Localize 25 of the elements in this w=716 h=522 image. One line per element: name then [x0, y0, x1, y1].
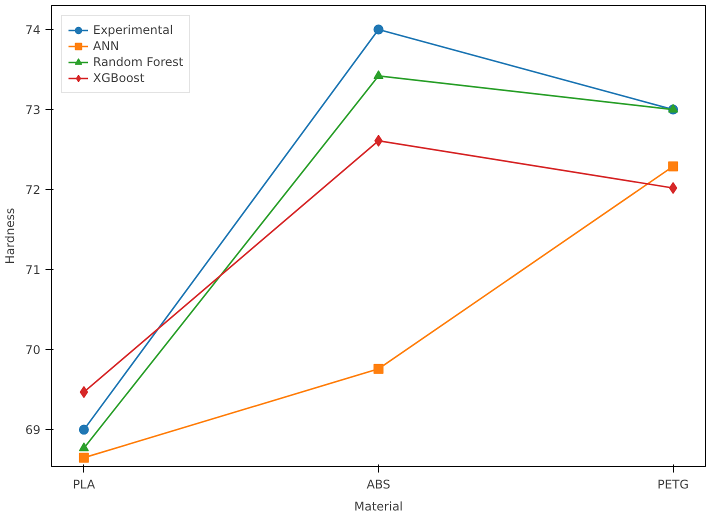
y-tick-label: 73 — [25, 103, 41, 118]
point — [78, 424, 89, 435]
x-tick-label: ABS — [366, 478, 390, 492]
legend-label: Experimental — [93, 22, 174, 38]
x-tick-label: PETG — [657, 478, 689, 492]
y-tick-label: 74 — [25, 23, 41, 38]
y-tick-label: 72 — [25, 183, 41, 198]
point — [668, 161, 678, 172]
point — [374, 24, 384, 34]
point — [374, 70, 384, 80]
legend-label: XGBoost — [93, 70, 144, 86]
x-tick-label: PLA — [72, 478, 96, 492]
point — [374, 134, 383, 147]
y-tick-label: 70 — [25, 343, 41, 358]
point — [78, 452, 89, 463]
legend-label: ANN — [93, 38, 120, 54]
x-axis-title: Material — [354, 500, 403, 514]
point — [78, 442, 89, 452]
y-tick-label: 69 — [25, 423, 41, 438]
point — [668, 182, 678, 194]
y-tick-label: 71 — [25, 263, 41, 278]
y-axis-title: Hardness — [3, 208, 18, 264]
point — [80, 386, 88, 398]
point — [374, 364, 384, 374]
legend-label: Random Forest — [93, 54, 184, 70]
